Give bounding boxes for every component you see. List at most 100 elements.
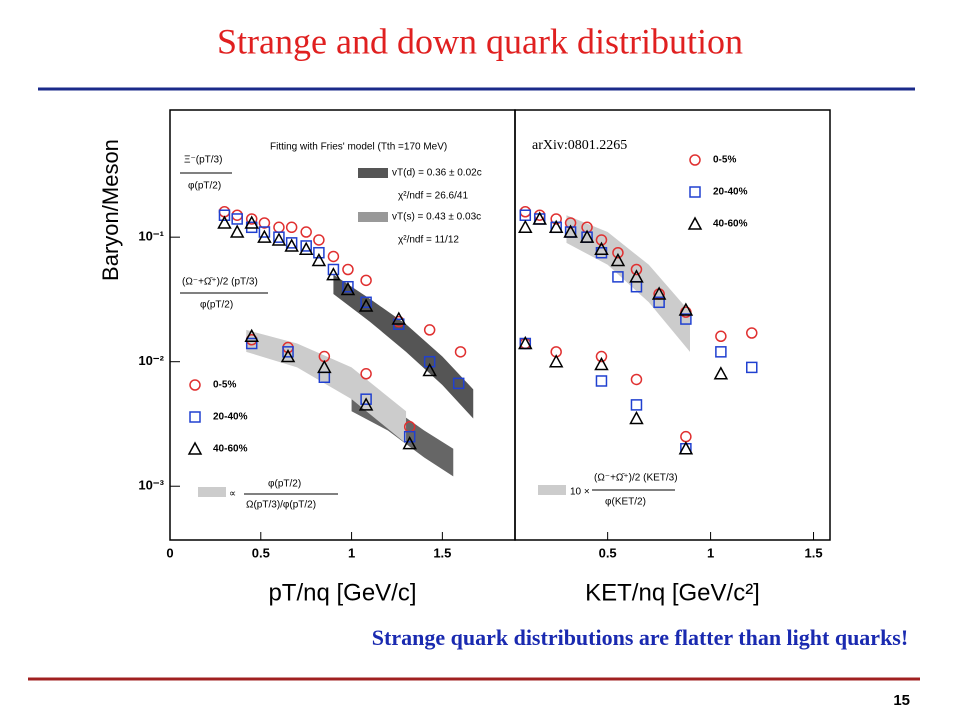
x-tick-label: 1 <box>348 545 355 560</box>
right-frame <box>514 109 831 541</box>
marker <box>532 211 547 225</box>
caption: Strange quark distributions are flatter … <box>372 625 908 650</box>
marker <box>595 350 608 363</box>
marker <box>403 430 416 443</box>
marker <box>715 330 727 343</box>
marker <box>630 399 643 411</box>
annotation: Ξ⁻(pT/3) <box>184 155 222 166</box>
marker <box>423 324 436 336</box>
y-axis-label: Baryon/Meson <box>98 139 123 281</box>
marker <box>680 313 692 325</box>
y-tick-label: 10⁻³ <box>138 478 164 493</box>
annotation: Ω(pT/3)/φ(pT/2) <box>246 500 316 511</box>
marker <box>594 241 609 255</box>
annotation: 10 × <box>570 487 590 498</box>
marker <box>282 346 294 358</box>
marker <box>245 213 258 225</box>
marker <box>454 346 467 358</box>
marker <box>678 441 694 455</box>
legend-marker <box>687 216 703 230</box>
marker <box>564 217 577 229</box>
marker <box>563 224 578 238</box>
marker <box>402 436 417 450</box>
marker <box>548 354 564 368</box>
legend-label: 0-5% <box>713 155 736 166</box>
annotation: vT(s) = 0.43 ± 0.03c <box>392 212 481 223</box>
legend-swatch <box>358 212 388 222</box>
x-tick-label: 0.5 <box>252 545 270 560</box>
marker <box>258 217 271 229</box>
legend-marker <box>189 411 201 423</box>
marker <box>280 348 296 363</box>
marker <box>360 296 372 309</box>
annotation: ∝ <box>229 489 236 500</box>
annotation: φ(pT/2) <box>268 479 301 490</box>
marker <box>630 263 643 276</box>
marker <box>300 226 312 238</box>
legend-marker <box>187 441 203 455</box>
legend-marker <box>689 186 701 198</box>
marker <box>360 274 372 287</box>
slide-title: Strange and down quark distribution <box>217 21 743 61</box>
legend-label: 20-40% <box>713 187 748 198</box>
x-axis-label: KET/nq [GeV/c²] <box>585 579 760 606</box>
marker <box>327 263 340 276</box>
marker <box>340 281 356 296</box>
marker <box>326 267 341 281</box>
marker <box>423 355 436 368</box>
annotation: (Ω⁻+Ω̄⁺)/2 (pT/3) <box>182 277 258 288</box>
model-band <box>246 329 407 444</box>
marker <box>285 221 298 234</box>
marker <box>244 328 259 343</box>
x-tick-label: 1 <box>707 545 714 560</box>
marker <box>746 361 758 374</box>
annotation: vT(d) = 0.36 ± 0.02c <box>392 168 482 179</box>
marker <box>612 271 624 283</box>
marker <box>218 209 231 221</box>
annotation: φ(pT/2) <box>188 181 221 192</box>
legend-swatch <box>538 485 566 495</box>
marker <box>317 359 332 374</box>
marker <box>229 224 245 238</box>
marker <box>391 311 407 325</box>
legend-label: 40-60% <box>713 219 748 230</box>
marker <box>313 246 325 259</box>
marker <box>273 231 285 243</box>
marker <box>630 373 643 386</box>
legend-label: 40-60% <box>213 444 248 455</box>
marker <box>579 229 595 243</box>
marker <box>595 375 608 387</box>
marker <box>746 327 758 339</box>
marker <box>244 215 259 229</box>
annotation: χ²/ndf = 26.6/41 <box>398 191 468 202</box>
x-tick-label: 1.5 <box>433 545 451 560</box>
y-tick-label: 10⁻¹ <box>138 229 164 244</box>
x-axis-label: pT/nq [GeV/c] <box>268 579 416 606</box>
annotation: Fitting with Fries' model (Tth =170 MeV) <box>270 142 447 153</box>
annotation: χ²/ndf = 11/12 <box>398 235 459 246</box>
x-tick-label: 0.5 <box>599 545 617 560</box>
marker <box>257 229 272 243</box>
y-tick-label: 10⁻² <box>138 353 164 368</box>
marker <box>245 337 258 350</box>
marker <box>360 393 372 405</box>
marker <box>285 237 298 249</box>
legend-swatch <box>358 168 388 178</box>
marker <box>518 335 533 350</box>
marker <box>342 263 354 276</box>
marker <box>327 250 340 263</box>
marker <box>629 410 644 425</box>
legend-marker <box>689 154 701 166</box>
marker <box>298 241 314 255</box>
marker <box>713 366 729 380</box>
marker <box>342 280 354 293</box>
marker <box>594 356 609 371</box>
marker <box>653 296 665 309</box>
annotation: φ(pT/2) <box>200 300 233 311</box>
marker <box>422 362 437 377</box>
x-tick-label: 1.5 <box>804 545 822 560</box>
marker <box>452 377 465 390</box>
annotation: φ(KET/2) <box>605 497 646 508</box>
legend-label: 20-40% <box>213 412 248 423</box>
